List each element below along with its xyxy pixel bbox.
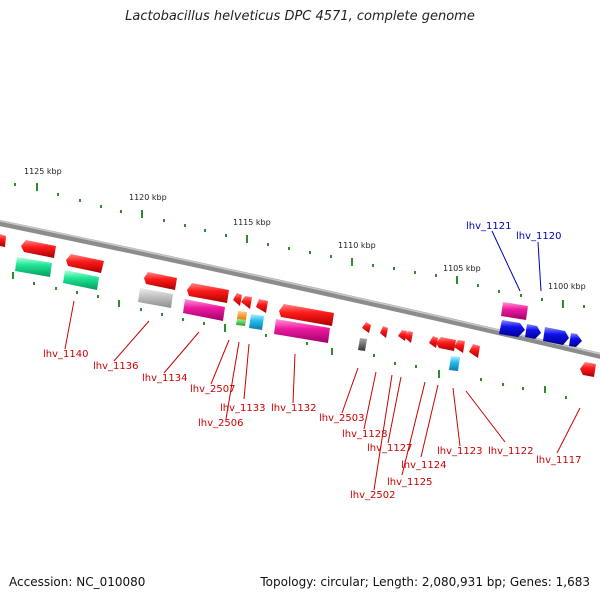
gene-box xyxy=(249,314,264,330)
gene-arrow xyxy=(436,337,456,351)
gene-label: lhv_1127 xyxy=(367,443,412,454)
scale-ruler xyxy=(14,183,585,308)
gene-arrow xyxy=(454,340,465,353)
gene-label: lhv_1140 xyxy=(43,349,88,360)
gene-box xyxy=(237,311,247,320)
scale-label: 1125 kbp xyxy=(24,167,62,176)
gene-arrow xyxy=(279,304,334,326)
gene-box xyxy=(183,299,225,321)
gene-arrow xyxy=(580,362,596,377)
gene-arrow xyxy=(380,326,388,338)
gene-box xyxy=(449,356,460,371)
gene-arrow xyxy=(469,344,480,358)
gene-arrow xyxy=(543,327,569,345)
gene-box xyxy=(63,270,99,290)
gene-arrow xyxy=(144,272,177,290)
gene-arrow xyxy=(499,320,525,337)
gene-box xyxy=(236,319,246,326)
gene-arrow xyxy=(398,330,407,341)
gene-arrow xyxy=(187,283,229,303)
gene-arrow xyxy=(525,324,541,339)
gene-arrow xyxy=(404,331,413,343)
leader-lines-red xyxy=(64,300,581,491)
gene-arrow xyxy=(362,322,371,333)
scale-label: 1115 kbp xyxy=(233,218,271,227)
gene-box xyxy=(358,338,367,351)
gene-label: lhv_1136 xyxy=(93,361,138,372)
gene-arrow xyxy=(233,293,242,306)
gene-label: lhv_1121 xyxy=(466,221,511,232)
gene-labels-red: lhv_1140 lhv_1136 lhv_1134 lhv_2507 lhv_… xyxy=(43,349,581,501)
gene-arrow xyxy=(0,234,6,247)
leader-lines-blue xyxy=(491,230,542,292)
gene-label: lhv_1134 xyxy=(142,373,187,384)
gene-labels-blue: lhv_1121 lhv_1120 xyxy=(466,221,561,242)
gene-label: lhv_1122 xyxy=(488,446,533,457)
gene-label: lhv_1120 xyxy=(516,231,561,242)
scale-label: 1105 kbp xyxy=(443,264,481,273)
gene-label: lhv_1128 xyxy=(342,429,387,440)
gene-arrow xyxy=(66,254,104,273)
accession-text: Accession: NC_010080 xyxy=(9,575,146,589)
inner-ruler xyxy=(12,272,567,399)
gene-arrow xyxy=(569,333,582,347)
gene-arrow xyxy=(256,299,268,313)
gene-arrow xyxy=(429,336,438,348)
scale-label: 1120 kbp xyxy=(129,193,167,202)
gene-label: lhv_1117 xyxy=(536,455,581,466)
gene-track-reverse-lower xyxy=(15,257,460,371)
scale-labels: 1125 kbp 1120 kbp 1115 kbp 1110 kbp 1105… xyxy=(24,167,586,291)
gene-box xyxy=(274,319,330,343)
gene-box xyxy=(15,257,52,277)
gene-label: lhv_2503 xyxy=(319,413,364,424)
gene-label: lhv_2506 xyxy=(198,418,243,429)
topology-text: Topology: circular; Length: 2,080,931 bp… xyxy=(260,575,590,589)
scale-label: 1110 kbp xyxy=(338,241,376,250)
gene-arrow xyxy=(21,240,56,258)
gene-label: lhv_2502 xyxy=(350,490,395,501)
page-title: Lactobacillus helveticus DPC 4571, compl… xyxy=(125,9,475,24)
scale-label: 1100 kbp xyxy=(548,282,586,291)
genome-backbone xyxy=(0,219,600,359)
gene-box xyxy=(501,302,528,320)
gene-label: lhv_1132 xyxy=(271,403,316,414)
gene-label: lhv_1125 xyxy=(387,477,432,488)
gene-label: lhv_1123 xyxy=(437,446,482,457)
gene-label: lhv_2507 xyxy=(190,384,235,395)
gene-label: lhv_1133 xyxy=(220,403,265,414)
gene-arrow xyxy=(241,296,252,309)
gene-track-forward xyxy=(499,302,582,347)
gene-label: lhv_1124 xyxy=(401,460,446,471)
gene-box xyxy=(138,288,173,308)
gene-track-reverse xyxy=(0,234,596,377)
